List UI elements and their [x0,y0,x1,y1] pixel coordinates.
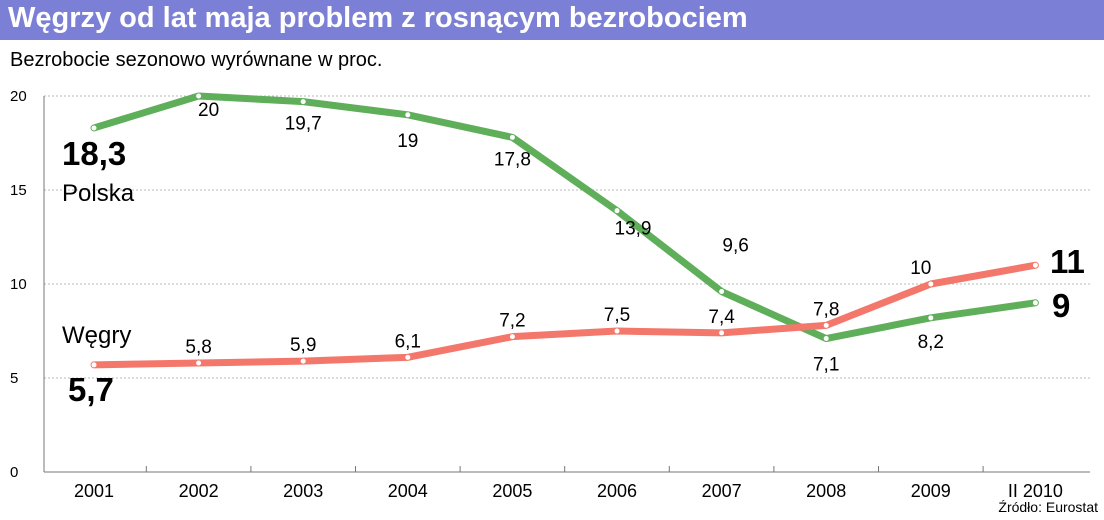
series-name-wegry: Węgry [62,322,131,349]
data-point [509,334,515,340]
data-point [196,93,202,99]
y-tick-label: 5 [10,370,18,387]
data-label: 7,1 [813,355,839,376]
data-point [196,360,202,366]
data-label: 10 [910,258,931,279]
series-line-polska [90,92,1039,343]
x-tick-label: 2006 [597,481,637,501]
end-value-label: 5,7 [68,371,114,408]
data-label: 9,6 [722,236,748,257]
chart-title: Węgrzy od lat maja problem z rosnącym be… [8,2,748,34]
end-value-label: 11 [1050,243,1085,280]
data-point [928,315,934,321]
x-tick-label: 2008 [806,481,846,501]
data-label: 7,4 [708,307,735,328]
data-label: 13,9 [615,219,652,240]
y-tick-label: 20 [10,88,27,105]
x-tick-label: 2004 [388,481,428,501]
data-point [300,358,306,364]
data-label: 19,7 [285,114,322,135]
data-label: 8,2 [918,332,944,353]
data-label: 17,8 [494,149,531,170]
source-note: Źródło: Eurostat [998,499,1098,515]
data-label: 7,2 [499,311,525,332]
x-tick-label: 2001 [74,481,114,501]
data-point [405,354,411,360]
chart-subtitle: Bezrobocie sezonowo wyrównane w proc. [10,49,383,71]
data-point [928,281,934,287]
y-tick-label: 15 [10,182,27,199]
data-label: 5,8 [185,337,211,358]
x-tick-label: 2003 [283,481,323,501]
series-line-wgry [90,261,1039,369]
data-point [719,330,725,336]
data-point [405,112,411,118]
data-point [823,322,829,328]
data-point [300,99,306,105]
data-point [823,336,829,342]
end-value-label: 18,3 [62,135,126,172]
data-point [1032,300,1038,306]
data-point [614,328,620,334]
data-label: 7,5 [604,305,630,326]
data-label: 5,9 [290,335,316,356]
data-label: 6,1 [395,331,421,352]
data-point [509,134,515,140]
data-point [719,289,725,295]
data-point [91,125,97,131]
y-tick-label: 0 [10,464,18,481]
data-label: 20 [198,100,219,121]
x-tick-label: 2007 [702,481,742,501]
end-value-label: 9 [1052,287,1070,324]
data-point [614,208,620,214]
x-tick-label: II 2010 [1008,481,1063,501]
data-point [1032,262,1038,268]
data-point [91,362,97,368]
data-label: 19 [397,131,418,152]
x-tick-label: 2002 [179,481,219,501]
x-tick-label: 2005 [492,481,532,501]
x-tick-label: 2009 [911,481,951,501]
data-label: 7,8 [813,299,839,320]
y-tick-label: 10 [10,276,27,293]
series-name-polska: Polska [62,180,135,207]
title-bar: Węgrzy od lat maja problem z rosnącym be… [0,0,1104,40]
